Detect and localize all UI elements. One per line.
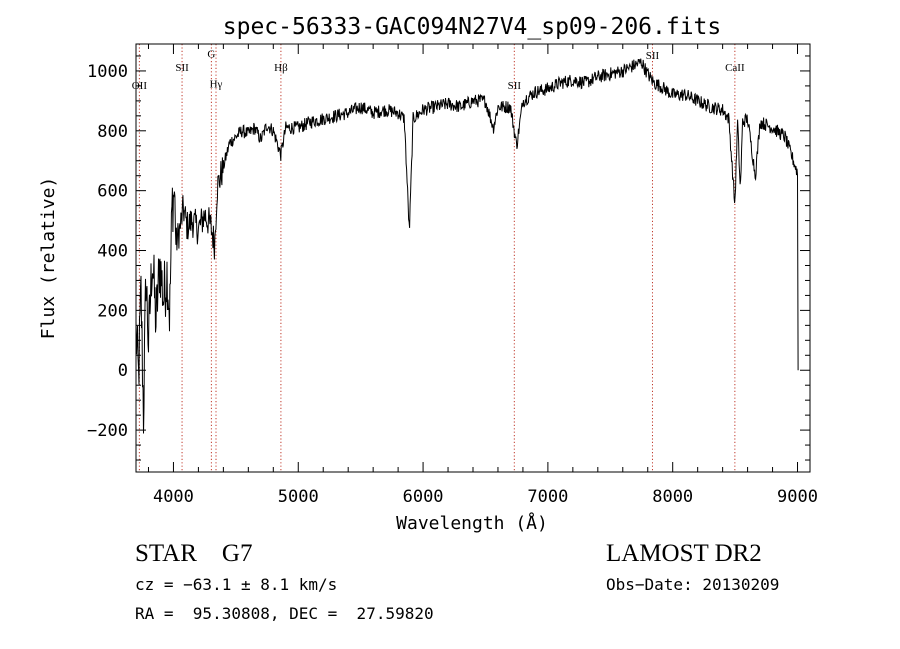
- x-tick-label: 7000: [527, 487, 568, 507]
- x-tick-label: 8000: [652, 487, 693, 507]
- y-tick-label: 0: [118, 361, 128, 381]
- y-tick-label: 200: [97, 301, 128, 321]
- y-tick-label: 400: [97, 242, 128, 262]
- x-tick-label: 9000: [777, 487, 818, 507]
- y-axis: −200 0 200 400 600 800 1000: [87, 55, 810, 461]
- spectrum-line: [135, 58, 799, 434]
- coordinates: RA = 95.30808, DEC = 27.59820: [135, 604, 434, 623]
- chart-title: spec-56333-GAC094N27V4_sp09-206.fits: [223, 14, 722, 40]
- object-class: STAR G7: [135, 540, 253, 567]
- spectral-line-label: G: [207, 48, 215, 60]
- observation-date: Obs−Date: 20130209: [606, 575, 780, 594]
- spectral-line-label: CaII: [725, 62, 745, 74]
- y-tick-label: 1000: [87, 62, 128, 82]
- spectral-line-label: SII: [508, 80, 522, 92]
- survey-name: LAMOST DR2: [606, 540, 762, 567]
- x-tick-label: 6000: [403, 487, 444, 507]
- x-tick-label: 5000: [278, 487, 319, 507]
- x-axis: 4000 5000 6000 7000 8000 9000: [147, 44, 818, 507]
- y-tick-label: 600: [97, 182, 128, 202]
- x-axis-label: Wavelength (Å): [396, 512, 548, 534]
- spectral-line-label: SII: [646, 50, 660, 62]
- spectral-line-label: Hβ: [274, 62, 288, 74]
- spectral-line-label: Hγ: [210, 78, 223, 90]
- x-tick-label: 4000: [153, 487, 194, 507]
- spectral-line-label: SII: [175, 62, 189, 74]
- redshift-velocity: cz = −63.1 ± 8.1 km/s: [135, 575, 338, 594]
- y-axis-label: Flux (relative): [38, 177, 59, 340]
- y-tick-label: 800: [97, 122, 128, 142]
- y-tick-label: −200: [87, 421, 128, 441]
